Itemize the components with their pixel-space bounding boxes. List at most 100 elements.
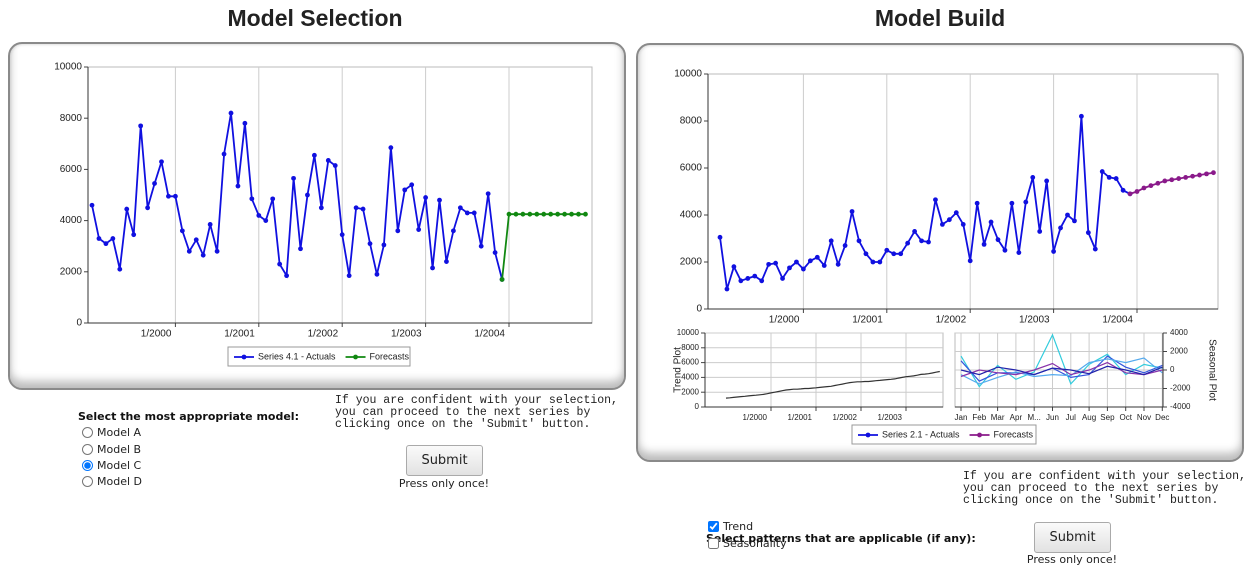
data-point [423, 195, 428, 200]
data-point [1099, 169, 1105, 174]
data-point [940, 222, 945, 227]
data-point [967, 258, 973, 264]
data-point [541, 211, 547, 217]
data-point [828, 238, 834, 244]
data-point [367, 241, 373, 247]
data-point [325, 158, 331, 163]
data-point [1051, 249, 1056, 254]
data-point [124, 206, 130, 212]
x-tick-label: 1/2000 [769, 315, 800, 326]
instruction-line: If you are confident with your selection… [963, 470, 1246, 483]
prompt: Select the most appropriate model: [78, 410, 299, 423]
data-point [877, 259, 883, 265]
data-point [912, 229, 917, 234]
note: Press only once! [398, 477, 490, 490]
radio[interactable] [82, 460, 93, 471]
y-tick-label: 0 [1170, 365, 1175, 374]
axis-title: Seasonal Plot [1206, 339, 1217, 401]
radio-option[interactable]: Model D [82, 475, 142, 488]
submit-button[interactable]: Submit [406, 445, 483, 476]
data-point [891, 251, 897, 257]
data-point [437, 197, 442, 203]
x-tick-label: 1/2000 [141, 329, 172, 340]
data-point [752, 273, 758, 279]
data-point [1190, 173, 1195, 179]
series-line [960, 355, 1163, 382]
data-point [946, 217, 952, 223]
data-point [103, 241, 109, 247]
data-point [1030, 175, 1036, 180]
data-point [96, 236, 102, 241]
data-point [312, 152, 317, 158]
data-point [520, 211, 526, 217]
data-point [773, 260, 778, 266]
data-point [464, 210, 470, 216]
y-tick-label: 10000 [54, 62, 82, 73]
plot-area [707, 73, 1219, 310]
submit-button[interactable]: Submit [1034, 522, 1111, 553]
data-point [430, 265, 435, 271]
radio-option[interactable]: Model A [82, 426, 141, 439]
data-point [451, 228, 456, 234]
data-point [981, 241, 987, 247]
x-tick-label: 1/2001 [224, 329, 255, 340]
data-point [759, 278, 765, 284]
data-point [138, 123, 144, 129]
x-tick-label: Jan [955, 413, 968, 422]
option-label: Trend [723, 520, 754, 533]
x-tick-label: 1/2001 [852, 315, 883, 326]
data-point [1113, 176, 1119, 181]
x-tick-label: 1/2002 [936, 315, 967, 326]
radio-option[interactable]: Model C [82, 459, 141, 472]
data-point [381, 242, 387, 248]
data-point [1072, 218, 1077, 224]
data-point [478, 243, 484, 249]
series-line [91, 112, 503, 280]
legend-swatch [865, 432, 871, 438]
data-point [242, 120, 248, 126]
y-tick-label: 0 [696, 304, 702, 315]
x-tick-label: Aug [1082, 413, 1096, 422]
instruction-line: clicking once on the 'Submit' button. [963, 494, 1219, 507]
data-point [186, 248, 192, 254]
data-point [513, 211, 519, 217]
data-point [870, 259, 876, 265]
data-point [766, 261, 772, 267]
data-point [1211, 170, 1216, 176]
instruction-line: you can proceed to the next series by [335, 406, 591, 419]
data-point [353, 205, 359, 211]
data-point [305, 192, 310, 198]
series-line [725, 370, 940, 399]
y-tick-label: 8000 [60, 113, 83, 124]
data-point [717, 234, 723, 240]
option-label: Model B [97, 443, 142, 456]
data-point [388, 145, 394, 151]
data-point [1183, 175, 1189, 180]
checkbox-option[interactable]: Trend [708, 520, 753, 533]
option-label: Seasonality [723, 537, 787, 550]
data-point [995, 237, 1001, 243]
data-point [1169, 177, 1175, 183]
x-tick-label: Jun [1046, 413, 1059, 422]
y-tick-label: 0 [76, 318, 82, 329]
plot-area [87, 66, 593, 324]
data-point [457, 205, 463, 211]
radio[interactable] [82, 427, 93, 438]
radio[interactable] [82, 476, 93, 487]
data-point [1134, 189, 1140, 194]
data-point [277, 261, 283, 267]
checkbox[interactable] [708, 521, 719, 532]
x-tick-label: 1/2004 [474, 329, 505, 340]
instructions: If you are confident with your selection… [963, 471, 1246, 507]
checkbox-option[interactable]: Seasonality [708, 537, 787, 550]
radio-option[interactable]: Model B [82, 443, 141, 456]
checkbox[interactable] [708, 538, 719, 549]
data-point [1092, 246, 1098, 252]
legend-label: Series 4.1 - Actuals [258, 351, 336, 361]
radio[interactable] [82, 444, 93, 455]
legend-label: Forecasts [370, 351, 410, 361]
data-point [807, 258, 813, 264]
data-point [787, 265, 792, 271]
data-point [166, 193, 171, 199]
x-tick-label: Oct [1119, 413, 1132, 422]
